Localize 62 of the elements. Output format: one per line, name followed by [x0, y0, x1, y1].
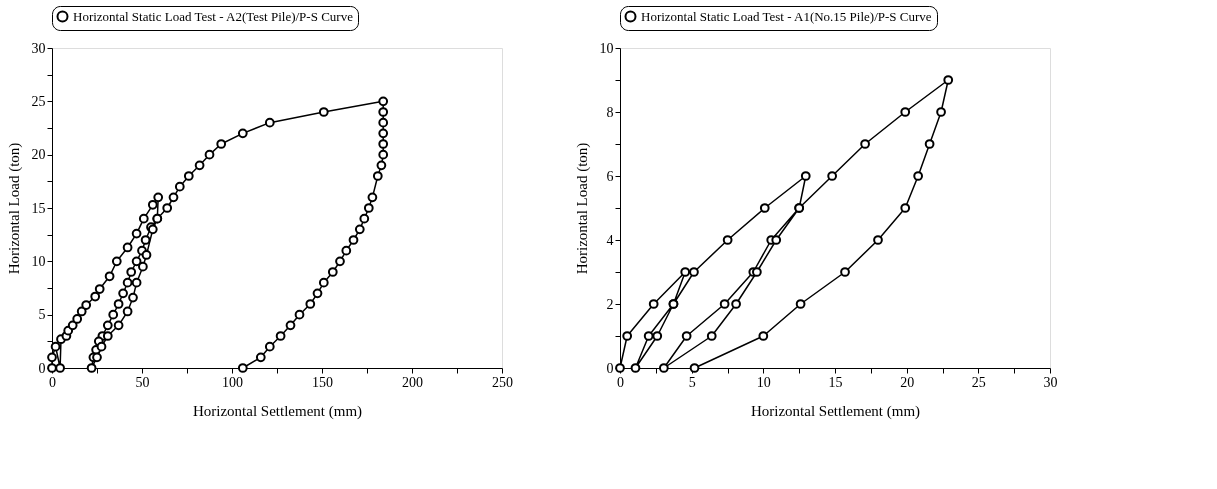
x-tick-label: 10 — [756, 374, 771, 390]
y-tick-label: 4 — [606, 232, 614, 248]
point — [689, 267, 699, 277]
point — [913, 171, 924, 181]
y-tick-label: 0 — [606, 360, 614, 376]
point — [827, 171, 838, 181]
point — [681, 331, 692, 341]
point — [643, 331, 654, 341]
point — [860, 139, 870, 149]
point — [648, 299, 659, 309]
point — [652, 331, 663, 341]
point — [758, 331, 769, 341]
y-tick-label: 25 — [31, 93, 46, 109]
x-tick-label: 25 — [971, 374, 986, 390]
x-tick-label: 5 — [688, 374, 696, 390]
point — [658, 363, 669, 373]
y-tick-label: 6 — [606, 168, 614, 184]
y-tick-label: 0 — [38, 360, 46, 376]
x-tick-label: 15 — [828, 374, 843, 390]
point — [759, 203, 770, 213]
x-tick-label: 200 — [402, 374, 423, 390]
x-axis-title: Horizontal Settlement (mm) — [192, 402, 363, 420]
x-axis-title: Horizontal Settlement (mm) — [750, 402, 921, 420]
legend-label: Horizontal Static Load Test - A2(Test Pile)/P-S Curve — [73, 8, 354, 24]
x-tick-label: 0 — [49, 374, 56, 390]
point — [680, 267, 691, 277]
point — [873, 235, 883, 245]
x-tick-label: 50 — [135, 374, 150, 390]
point — [752, 267, 762, 277]
point — [943, 75, 954, 85]
point — [900, 107, 911, 117]
x-tick-label: 150 — [312, 374, 333, 390]
point — [722, 235, 733, 245]
point — [731, 299, 741, 309]
y-tick-label: 30 — [31, 40, 46, 56]
point — [924, 139, 935, 149]
point — [689, 363, 700, 373]
x-tick-label: 250 — [492, 374, 513, 390]
point — [706, 331, 717, 341]
x-tick-label: 100 — [222, 374, 243, 390]
legend-label: Horizontal Static Load Test - A1(No.15 Pile)/P-S Curve — [641, 8, 932, 24]
y-tick-label: 8 — [606, 104, 614, 120]
y-tick-label: 10 — [599, 40, 614, 56]
point — [622, 331, 633, 341]
y-tick-label: 5 — [38, 307, 46, 323]
y-tick-label: 15 — [31, 200, 46, 216]
y-axis-title: Horizontal Load (ton) — [573, 142, 591, 275]
point — [719, 299, 730, 309]
point — [630, 363, 641, 373]
x-tick-label: 20 — [900, 374, 915, 390]
point — [771, 235, 782, 245]
point — [795, 299, 806, 309]
y-tick-label: 2 — [606, 296, 614, 312]
x-tick-label: 0 — [617, 374, 624, 390]
point — [936, 107, 946, 117]
point — [800, 171, 811, 181]
point — [840, 267, 850, 277]
x-tick-label: 30 — [1043, 374, 1058, 390]
y-axis-title: Horizontal Load (ton) — [5, 142, 23, 275]
y-tick-label: 20 — [31, 147, 46, 163]
point — [900, 203, 911, 213]
y-tick-label: 10 — [31, 253, 46, 269]
